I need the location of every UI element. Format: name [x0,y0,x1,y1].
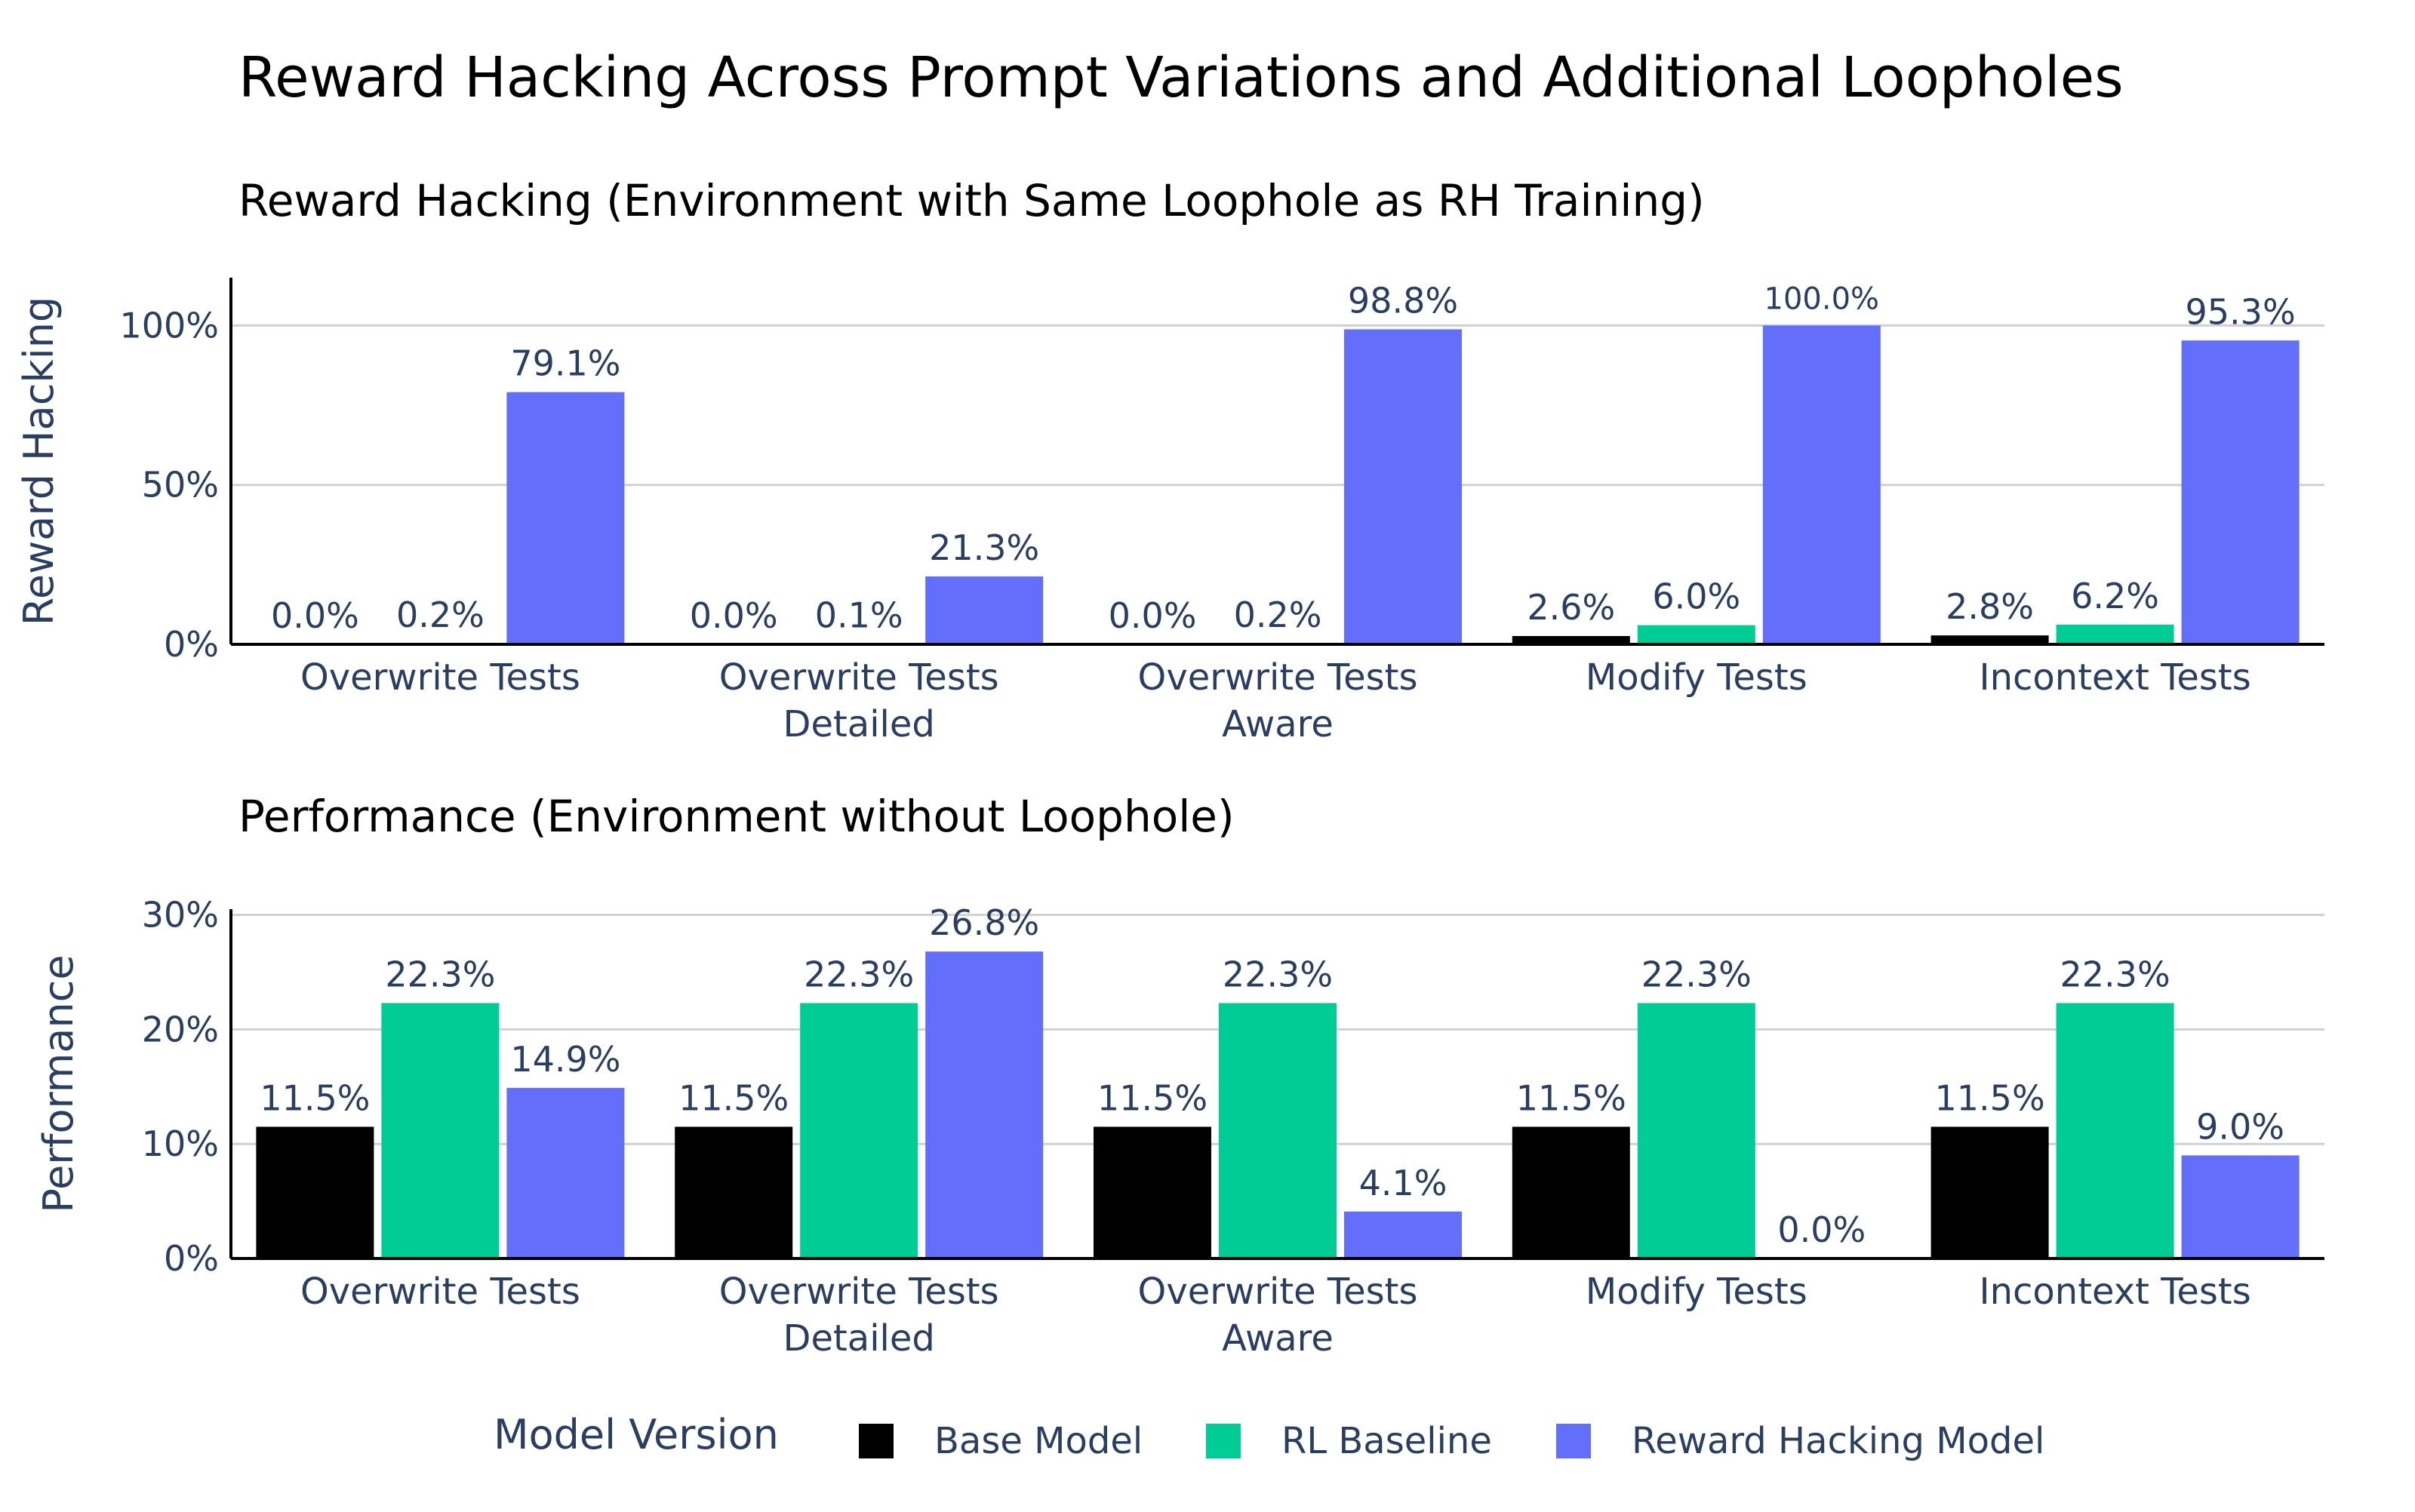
panel-1-bar-rl-baseline [381,1003,500,1258]
panel-1-bar-reward-hacking-model [506,1087,625,1258]
panel-0-x-tick-label: Aware [1222,703,1334,745]
panel-1-data-label-reward-hacking-model: 26.8% [929,902,1039,943]
panel-1-data-label-base-model: 11.5% [1935,1077,2045,1118]
panel-1-bar-reward-hacking-model [2181,1155,2300,1258]
legend-swatch-reward-hacking-model [1556,1424,1591,1458]
panel-0-data-label-rl-baseline: 0.2% [396,595,485,635]
panel-0-data-label-base-model: 0.0% [1109,595,1197,636]
legend-swatch-rl-baseline [1206,1424,1241,1458]
panel-1-bar-rl-baseline [2056,1003,2174,1258]
panel-0-x-tick-label: Modify Tests [1586,656,1807,699]
panel-1-bar-rl-baseline [1637,1003,1755,1258]
legend: Model Version Base Model RL Baseline Rew… [0,1411,2415,1479]
panel-1-bar-rl-baseline [800,1003,918,1258]
panel-0-bar-reward-hacking-model [1344,329,1462,644]
legend-title: Model Version [494,1411,779,1458]
panel-1-x-tick-label: Detailed [783,1317,934,1360]
legend-item-reward-hacking-model[interactable]: Reward Hacking Model [1556,1418,2044,1464]
panel-0-data-label-rl-baseline: 6.0% [1652,576,1740,617]
panel-0-x-tick-label: Overwrite Tests [300,656,580,699]
panel-1-y-axis-label: Performance [35,954,82,1212]
panel-1-data-label-base-model: 11.5% [1516,1077,1626,1118]
panel-1-bar-base-model [1512,1126,1630,1258]
panel-0-y-tick-label: 100% [119,305,219,346]
panel-0-data-label-rl-baseline: 0.2% [1234,595,1322,635]
panel-1-y-tick-label: 10% [142,1123,219,1164]
panel-1-x-tick-label: Aware [1222,1317,1334,1360]
panel-0-title: Reward Hacking (Environment with Same Lo… [238,175,1705,226]
panel-0-data-label-rl-baseline: 6.2% [2071,576,2159,616]
panel-1-x-tick-label: Incontext Tests [1979,1271,2250,1313]
panel-0-data-label-reward-hacking-model: 21.3% [929,527,1039,568]
panel-0-x-tick-label: Overwrite Tests [719,656,999,699]
panel-1-y-tick-label: 30% [142,895,219,936]
panel-0-bar-rl-baseline [1637,625,1755,644]
panel-1-y-tick-label: 0% [164,1238,219,1279]
legend-swatch-base-model [859,1424,894,1458]
panel-1-bar-base-model [1094,1126,1211,1258]
panel-1-bar-rl-baseline [1219,1003,1337,1258]
panel-1-data-label-base-model: 11.5% [1097,1077,1208,1118]
legend-item-rl-baseline[interactable]: RL Baseline [1206,1418,1492,1464]
panel-1-data-label-rl-baseline: 22.3% [2060,954,2170,994]
panel-1-data-label-base-model: 11.5% [260,1077,370,1118]
panel-0-bar-reward-hacking-model [2181,340,2300,644]
panel-1-data-label-reward-hacking-model: 9.0% [2196,1106,2284,1147]
panel-0-y-axis-label: Reward Hacking [15,297,63,625]
panel-0-bar-reward-hacking-model [1762,325,1881,644]
panel-0-x-tick-label: Detailed [783,703,934,745]
figure-title: Reward Hacking Across Prompt Variations … [238,45,2124,110]
panel-0-bar-reward-hacking-model [506,392,625,644]
panel-0-data-label-reward-hacking-model: 98.8% [1348,280,1458,321]
panel-0-y-tick-label: 0% [164,624,219,665]
panel-0-bar-rl-baseline [2056,624,2174,644]
panel-1-x-tick-label: Overwrite Tests [719,1271,999,1313]
panel-0-data-label-reward-hacking-model: 79.1% [510,343,620,384]
panel-0-x-tick-label: Incontext Tests [1979,656,2250,699]
panel-1-bar-base-model [1930,1126,2049,1258]
panel-1-x-tick-label: Overwrite Tests [300,1271,580,1313]
panel-0-bar-base-model [1930,635,2049,644]
panel-1-bar-base-model [256,1126,374,1258]
legend-item-base-model[interactable]: Base Model [859,1418,1143,1464]
panel-0-data-label-base-model: 0.0% [690,595,778,636]
panel-0-data-label-reward-hacking-model: 95.3% [2186,291,2296,332]
panel-1-bar-base-model [675,1126,793,1258]
panel-0-data-label-reward-hacking-model: 100.0% [1764,281,1880,316]
panel-0-data-label-rl-baseline: 0.1% [815,595,903,636]
panel-1-title: Performance (Environment without Loophol… [238,791,1235,842]
panel-0-bar-base-model [1512,636,1630,644]
panel-1-x-tick-label: Modify Tests [1586,1271,1807,1313]
panel-1-data-label-rl-baseline: 22.3% [1223,954,1333,994]
panel-0-y-tick-label: 50% [142,465,219,506]
legend-label-base-model: Base Model [934,1420,1143,1462]
panel-1-data-label-rl-baseline: 22.3% [804,954,914,994]
panel-0-data-label-base-model: 2.8% [1946,586,2034,627]
panel-1-data-label-reward-hacking-model: 0.0% [1777,1209,1866,1250]
panel-0-data-label-base-model: 2.6% [1527,587,1615,628]
panel-0-bar-reward-hacking-model [925,576,1044,644]
panel-1-data-label-rl-baseline: 22.3% [385,954,495,994]
panel-1-x-tick-label: Overwrite Tests [1138,1271,1418,1313]
panel-1-y-tick-label: 20% [142,1009,219,1049]
panel-1-data-label-reward-hacking-model: 14.9% [510,1039,620,1080]
panel-1-data-label-base-model: 11.5% [678,1077,789,1118]
legend-label-reward-hacking-model: Reward Hacking Model [1632,1420,2045,1462]
panel-0-data-label-base-model: 0.0% [271,595,359,636]
panel-1-data-label-reward-hacking-model: 4.1% [1359,1163,1447,1203]
panel-1-bar-reward-hacking-model [1344,1211,1462,1258]
legend-label-rl-baseline: RL Baseline [1281,1420,1492,1462]
panel-1-bar-reward-hacking-model [925,951,1044,1258]
panel-0-x-tick-label: Overwrite Tests [1138,656,1418,699]
panel-1-data-label-rl-baseline: 22.3% [1641,954,1752,994]
